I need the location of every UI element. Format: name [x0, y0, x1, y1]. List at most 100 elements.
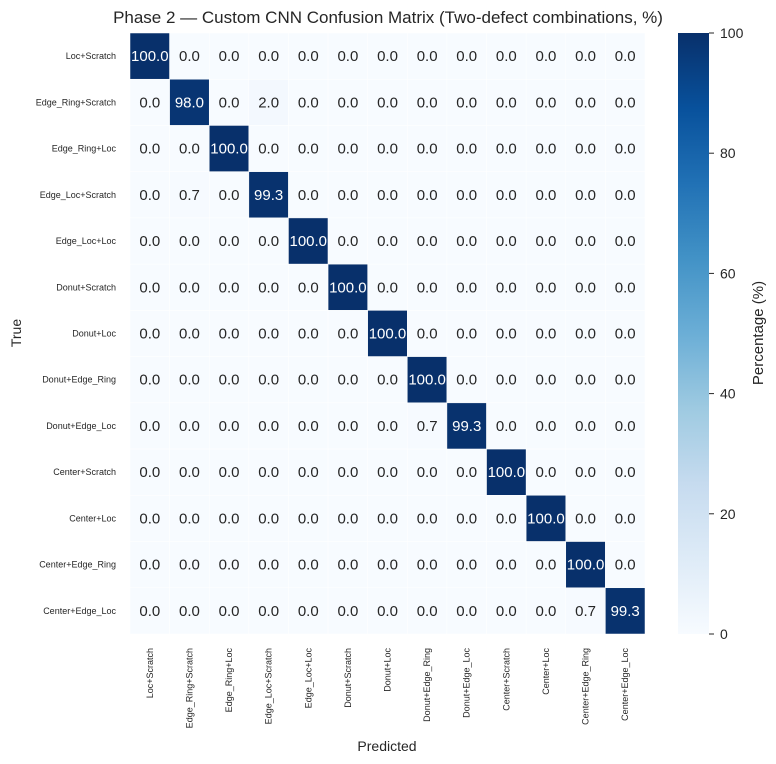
cell-value-label: 0.0	[258, 464, 279, 481]
heatmap-cell	[129, 587, 170, 635]
heatmap-cell	[327, 402, 368, 450]
cell-value-label: 0.7	[179, 187, 200, 204]
x-axis-tick-labels: Loc+Scratch Edge_Ring+Scratch Edge_Ring+Lo…	[145, 648, 630, 729]
colorbar-tick-labels: 0 20 40 60 80 100	[709, 25, 744, 642]
heatmap-cell	[129, 495, 170, 542]
cell-value-label: 0.0	[575, 48, 596, 65]
heatmap-cell	[525, 263, 567, 311]
heatmap-cell	[367, 171, 408, 219]
cell-value-label: 0.0	[337, 94, 358, 111]
cell-value-label: 0.0	[139, 464, 160, 481]
cell-value-label: 0.0	[298, 141, 319, 158]
heatmap-cell	[288, 310, 329, 357]
cell-value-label: 0.0	[536, 372, 557, 389]
cell-value-label: 100.0	[488, 464, 526, 481]
cell-value-label: 0.0	[615, 510, 636, 527]
heatmap-cell	[248, 310, 289, 357]
x-tick-label: Donut+Edge_Loc	[462, 648, 472, 718]
cell-value-label: 0.0	[219, 418, 240, 435]
heatmap-cell	[129, 32, 170, 80]
heatmap-cell	[605, 263, 646, 311]
x-tick-label: Center+Scratch	[501, 648, 511, 711]
heatmap-cell	[605, 356, 646, 404]
heatmap-cell	[605, 32, 646, 80]
cell-value-label: 0.0	[496, 372, 517, 389]
cell-value-label: 99.3	[254, 187, 283, 204]
heatmap-cell	[129, 171, 170, 219]
heatmap-cell	[208, 541, 250, 589]
colorbar	[678, 33, 709, 634]
cell-value-label: 0.0	[575, 141, 596, 158]
cell-value-label: 0.0	[456, 603, 477, 620]
heatmap-cells	[129, 32, 646, 635]
x-axis-label: Predicted	[357, 738, 416, 754]
cell-value-label: 0.0	[536, 326, 557, 343]
heatmap-cell	[525, 356, 567, 404]
heatmap-cell	[565, 541, 606, 589]
x-tick-label: Edge_Loc+Scratch	[264, 648, 274, 724]
heatmap-cell	[407, 310, 448, 357]
cell-value-label: 0.0	[298, 279, 319, 296]
cell-value-label: 0.0	[179, 141, 200, 158]
heatmap-cell	[525, 402, 567, 450]
cell-value-labels: 100.0 0.0 0.0 0.0 0.0 0.0 0.0 0.0 0.0 0.0 0.0 0.0 0.…	[131, 48, 640, 620]
heatmap-cell	[446, 541, 487, 589]
cell-value-label: 0.0	[536, 418, 557, 435]
heatmap-cell	[605, 310, 646, 357]
heatmap-cell	[169, 217, 210, 265]
heatmap-cell	[605, 541, 646, 589]
cell-value-label: 0.0	[417, 187, 438, 204]
cell-value-label: 0.0	[377, 187, 398, 204]
heatmap-cell	[288, 495, 329, 542]
cell-value-label: 0.0	[298, 418, 319, 435]
cell-value-label: 0.0	[179, 510, 200, 527]
cell-value-label: 0.0	[575, 279, 596, 296]
heatmap-cell	[407, 495, 448, 542]
colorbar-tick-label: 20	[720, 506, 736, 522]
heatmap-cell	[288, 125, 329, 172]
cell-value-label: 0.0	[456, 372, 477, 389]
cell-value-label: 0.0	[417, 464, 438, 481]
cell-value-label: 0.0	[139, 187, 160, 204]
x-tick-label: Edge_Ring+Loc	[224, 648, 234, 713]
y-tick-label: Center+Loc	[69, 513, 116, 523]
cell-value-label: 0.0	[417, 233, 438, 250]
cell-value-label: 100.0	[131, 48, 169, 65]
cell-value-label: 0.0	[219, 372, 240, 389]
heatmap-cell	[565, 356, 606, 404]
cell-value-label: 0.0	[219, 233, 240, 250]
heatmap-cell	[208, 78, 250, 126]
cell-value-label: 0.0	[377, 372, 398, 389]
cell-value-label: 0.0	[615, 187, 636, 204]
heatmap-cell	[605, 78, 646, 126]
heatmap-cell	[129, 78, 170, 126]
cell-value-label: 0.0	[377, 141, 398, 158]
cell-value-label: 0.0	[298, 557, 319, 574]
heatmap-cell	[208, 32, 250, 80]
heatmap-cell	[407, 263, 448, 311]
cell-value-label: 0.0	[139, 233, 160, 250]
cell-value-label: 0.0	[179, 557, 200, 574]
colorbar-tick-label: 0	[720, 626, 728, 642]
heatmap-cell	[565, 125, 606, 172]
cell-value-label: 0.0	[298, 603, 319, 620]
heatmap-cell	[407, 448, 448, 496]
cell-value-label: 0.0	[496, 326, 517, 343]
cell-value-label: 0.0	[536, 233, 557, 250]
cell-value-label: 0.0	[536, 94, 557, 111]
y-tick-label: Center+Edge_Loc	[43, 606, 116, 616]
cell-value-label: 100.0	[527, 510, 565, 527]
cell-value-label: 0.0	[575, 418, 596, 435]
cell-value-label: 0.0	[139, 510, 160, 527]
cell-value-label: 0.0	[337, 326, 358, 343]
heatmap-cell	[288, 356, 329, 404]
heatmap-cell	[446, 217, 487, 265]
cell-value-label: 0.0	[337, 233, 358, 250]
heatmap-cell	[208, 217, 250, 265]
cell-value-label: 0.0	[179, 464, 200, 481]
heatmap-cell	[446, 78, 487, 126]
y-axis-label: True	[8, 319, 24, 347]
heatmap-cell	[327, 171, 368, 219]
heatmap-cell	[486, 448, 527, 496]
heatmap-cell	[486, 587, 527, 635]
